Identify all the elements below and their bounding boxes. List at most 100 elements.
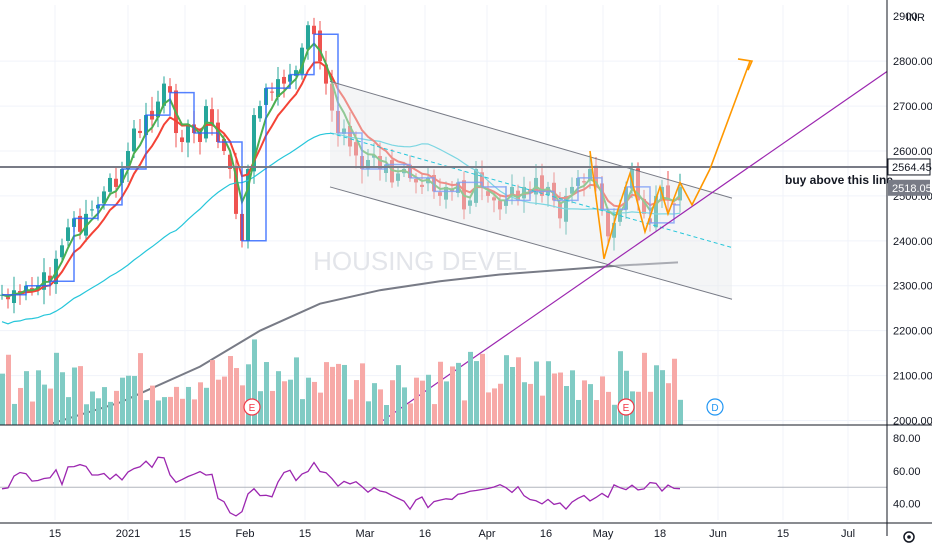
volume-bar bbox=[486, 392, 491, 425]
candle-body bbox=[612, 222, 616, 238]
price-badge-label: 2518.05 bbox=[892, 183, 932, 195]
volume-bar bbox=[660, 370, 665, 425]
volume-bar bbox=[534, 361, 539, 425]
candle-body bbox=[282, 76, 286, 84]
volume-bar bbox=[342, 364, 347, 425]
volume-bar bbox=[498, 383, 503, 425]
candle-body bbox=[390, 160, 394, 183]
step-lines-layer bbox=[2, 33, 680, 296]
candle-body bbox=[558, 201, 562, 219]
time-tick-label: Feb bbox=[236, 528, 255, 540]
time-tick-label: Apr bbox=[478, 528, 495, 540]
time-tick-label: 15 bbox=[49, 528, 61, 540]
volume-bar bbox=[378, 389, 383, 425]
volume-bar bbox=[108, 401, 113, 425]
volume-bar bbox=[240, 385, 245, 425]
candle-body bbox=[486, 191, 490, 196]
candle-body bbox=[270, 91, 274, 93]
volume-bar bbox=[618, 351, 623, 425]
volume-bar bbox=[384, 404, 389, 425]
event-marker-0: E bbox=[243, 398, 261, 416]
volume-bar bbox=[636, 391, 641, 425]
volume-bar bbox=[600, 376, 605, 425]
candle-body bbox=[330, 83, 334, 111]
candle-body bbox=[324, 64, 328, 84]
volume-bar bbox=[666, 383, 671, 425]
candle-body bbox=[498, 200, 502, 210]
candle-body bbox=[468, 200, 472, 206]
volume-bar bbox=[480, 353, 485, 425]
volume-bar bbox=[18, 387, 23, 425]
volume-bar bbox=[360, 363, 365, 425]
volume-bar bbox=[444, 381, 449, 425]
volume-bar bbox=[576, 399, 581, 425]
volume-bar bbox=[36, 370, 41, 425]
sma-long-line bbox=[49, 261, 679, 426]
volume-bar bbox=[606, 391, 611, 425]
settings-gear-icon[interactable] bbox=[903, 531, 915, 543]
candle-body bbox=[6, 297, 10, 300]
sma-mid-line bbox=[1, 132, 681, 325]
candle-body bbox=[258, 106, 262, 119]
time-tick-label: 15 bbox=[179, 528, 191, 540]
candle-body bbox=[438, 192, 442, 196]
volume-bar bbox=[528, 383, 533, 425]
price-tick-label: 2200.00 bbox=[893, 326, 932, 338]
step-line-blue bbox=[2, 33, 680, 296]
volume-bar bbox=[216, 379, 221, 425]
volume-bar bbox=[90, 391, 95, 425]
volume-bar bbox=[678, 399, 683, 425]
volume-bar bbox=[60, 372, 65, 425]
volume-bar bbox=[558, 372, 563, 425]
candle-body bbox=[48, 275, 52, 282]
volume-bar bbox=[120, 377, 125, 425]
volume-bar bbox=[402, 387, 407, 425]
candle-body bbox=[186, 124, 190, 143]
rsi-tick-label: 80.00 bbox=[893, 433, 921, 445]
ema-slow-line bbox=[1, 61, 681, 297]
candle-body bbox=[666, 185, 670, 201]
candle-body bbox=[420, 184, 424, 187]
candle-body bbox=[582, 181, 586, 183]
volume-bar bbox=[198, 382, 203, 425]
time-tick-label: 16 bbox=[419, 528, 431, 540]
candle-body bbox=[306, 25, 310, 50]
volume-bar bbox=[66, 397, 71, 425]
candle-body bbox=[210, 109, 214, 125]
volume-bar bbox=[264, 362, 269, 425]
volume-bar bbox=[408, 403, 413, 425]
candle-body bbox=[528, 188, 532, 192]
volume-bar bbox=[180, 398, 185, 425]
volume-bar bbox=[474, 361, 479, 425]
volume-bar bbox=[102, 387, 107, 425]
volume-bar bbox=[570, 370, 575, 425]
time-tick-label: Jun bbox=[709, 528, 727, 540]
volume-bar bbox=[162, 397, 167, 425]
volume-bar bbox=[168, 396, 173, 425]
volume-bar bbox=[156, 400, 161, 425]
volume-bar bbox=[138, 353, 143, 425]
time-tick-label: 16 bbox=[540, 528, 552, 540]
candle-body bbox=[102, 191, 106, 204]
candle-body bbox=[78, 215, 82, 232]
event-marker-circle bbox=[243, 398, 261, 416]
event-marker-label: E bbox=[249, 403, 256, 414]
volume-bar bbox=[186, 386, 191, 425]
volume-bar bbox=[330, 366, 335, 425]
ema-fast-line bbox=[1, 42, 681, 298]
volume-bar bbox=[270, 390, 275, 425]
candle-body bbox=[180, 137, 184, 143]
volume-bar bbox=[246, 364, 251, 425]
candle-body bbox=[480, 172, 484, 187]
volume-bar bbox=[510, 367, 515, 425]
time-tick-label: Mar bbox=[356, 528, 375, 540]
channel-fill bbox=[330, 81, 732, 300]
volume-bar bbox=[546, 361, 551, 425]
candle-body bbox=[138, 130, 142, 134]
event-marker-2: D bbox=[706, 398, 724, 416]
volume-bar bbox=[312, 381, 317, 425]
